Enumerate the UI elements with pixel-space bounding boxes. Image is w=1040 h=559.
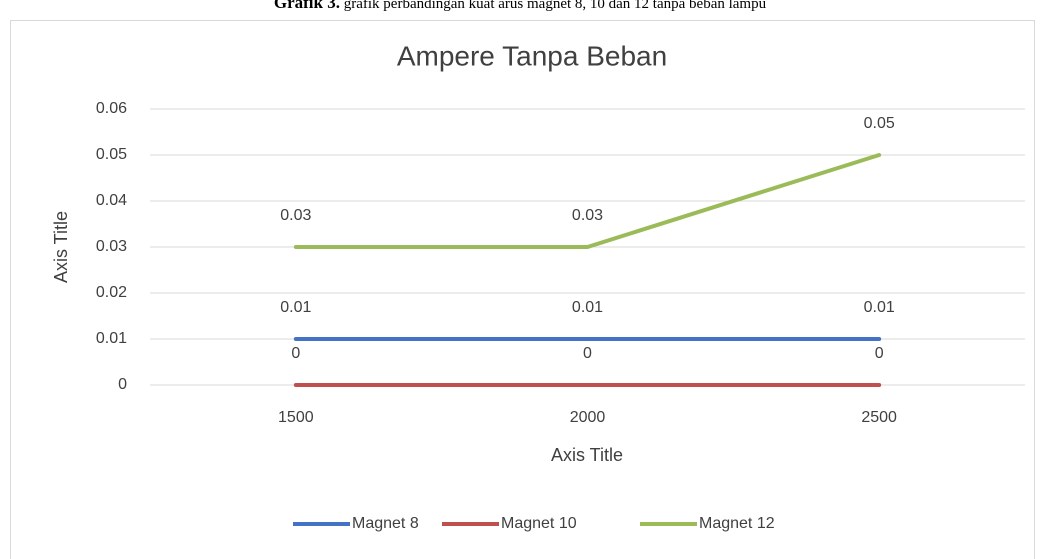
x-tick-label: 2000 [570, 409, 606, 426]
caption-text: grafik perbandingan kuat arus magnet 8, … [343, 0, 767, 12]
data-label: 0.01 [572, 299, 603, 316]
x-tick-label: 1500 [278, 409, 314, 426]
y-tick-label: 0.05 [96, 146, 127, 163]
data-label: 0 [875, 345, 884, 362]
data-label: 0.01 [864, 299, 895, 316]
x-axis-title: Axis Title [551, 445, 623, 465]
chart-border [10, 20, 1035, 559]
y-axis-title: Axis Title [51, 211, 71, 283]
legend-label: Magnet 12 [699, 515, 775, 532]
caption: Grafik 3. grafik perbandingan kuat arus … [0, 0, 1040, 13]
y-tick-label: 0.04 [96, 192, 127, 209]
y-tick-label: 0 [118, 376, 127, 393]
data-label: 0 [291, 345, 300, 362]
y-tick-label: 0.01 [96, 330, 127, 347]
data-label: 0.01 [280, 299, 311, 316]
series-line [293, 153, 882, 249]
data-label: 0.03 [572, 207, 603, 224]
y-tick-label: 0.06 [96, 100, 127, 117]
legend-label: Magnet 8 [352, 515, 419, 532]
y-tick-label: 0.02 [96, 284, 127, 301]
caption-label: Grafik 3. [273, 0, 340, 12]
y-tick-label: 0.03 [96, 238, 127, 255]
data-label: 0.05 [864, 115, 895, 132]
legend-label: Magnet 10 [501, 515, 577, 532]
data-label: 0 [583, 345, 592, 362]
data-label: 0.03 [280, 207, 311, 224]
chart-title: Ampere Tanpa Beban [397, 40, 667, 71]
x-tick-label: 2500 [861, 409, 897, 426]
